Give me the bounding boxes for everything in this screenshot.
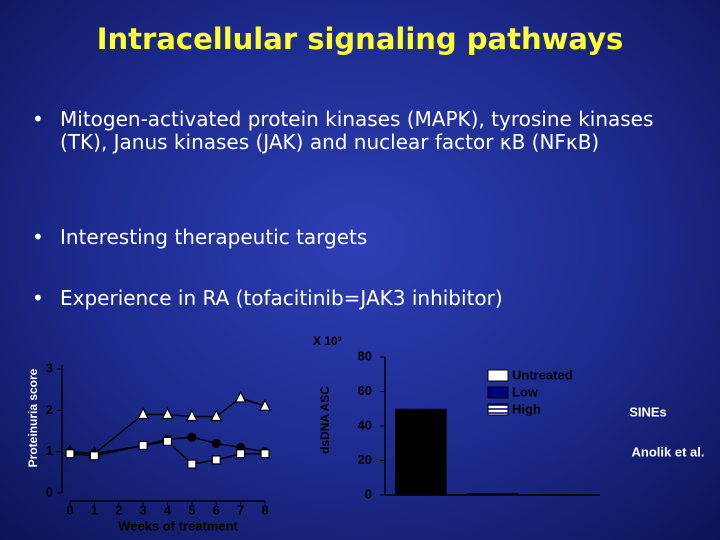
- marker: [211, 455, 221, 465]
- legend-label: High: [512, 401, 541, 416]
- marker: [138, 440, 148, 451]
- bullet: • Mitogen-activated protein kinases (MAPK…: [32, 108, 672, 154]
- bullet-text: Mitogen-activated protein kinases (MAPK)…: [60, 107, 654, 154]
- bullet: • Experience in RA (tofacitinib=JAK3 inhi…: [32, 286, 503, 310]
- x-tick-label: 4: [164, 502, 172, 517]
- y-tick-label: 2: [46, 402, 53, 417]
- marker: [210, 409, 223, 422]
- slide-title: Intracellular signaling pathways: [96, 22, 624, 56]
- legend-label: Low: [512, 384, 539, 399]
- bullet-text: Experience in RA (tofacitinib=JAK3 inhib…: [60, 286, 503, 310]
- marker: [187, 459, 197, 469]
- y-axis-label: dsDNA ASC: [318, 386, 332, 454]
- x-tick-label: 0: [66, 502, 73, 517]
- bar: [466, 493, 519, 495]
- y-tick-label: 20: [358, 452, 372, 467]
- marker: [161, 407, 174, 420]
- y-tick-label: 80: [358, 348, 372, 363]
- y-tick-label: 0: [46, 484, 53, 499]
- y-axis-label: Proteinuria score: [26, 368, 40, 467]
- marker: [234, 390, 247, 403]
- legend-swatch: [487, 369, 509, 382]
- marker: [185, 409, 198, 422]
- marker: [260, 449, 270, 459]
- marker: [162, 436, 173, 446]
- marker: [89, 451, 99, 461]
- bar: [395, 408, 447, 495]
- y-tick-label: 0: [365, 486, 372, 501]
- x-axis-label: Weeks of treatment: [118, 518, 238, 533]
- x-tick-label: 2: [115, 502, 122, 517]
- marker: [211, 438, 221, 448]
- legend-swatch: [487, 403, 509, 416]
- x-tick-label: 7: [237, 502, 244, 517]
- citation: Anolik et al.: [632, 444, 705, 459]
- marker: [259, 398, 271, 411]
- marker: [65, 449, 75, 459]
- legend-swatch: [487, 386, 509, 399]
- y-tick-label: 1: [46, 443, 53, 458]
- marker: [236, 449, 246, 459]
- note: SINEs: [629, 404, 667, 419]
- marker: [137, 407, 150, 420]
- x-tick-label: 6: [213, 502, 220, 517]
- bar: [538, 494, 590, 496]
- marker: [187, 432, 197, 442]
- x-tick-label: 5: [188, 502, 195, 517]
- unit-label: X 10³: [313, 334, 342, 348]
- x-tick-label: 8: [261, 502, 268, 517]
- x-tick-label: 3: [140, 502, 147, 517]
- legend-label: Untreated: [512, 367, 573, 382]
- y-tick-label: 40: [358, 417, 372, 432]
- y-tick-label: 60: [358, 383, 372, 398]
- x-tick-label: 1: [91, 502, 98, 517]
- y-tick-label: 3: [46, 360, 53, 375]
- bullet: • Interesting therapeutic targets: [32, 225, 368, 249]
- bullet-text: Interesting therapeutic targets: [60, 225, 368, 249]
